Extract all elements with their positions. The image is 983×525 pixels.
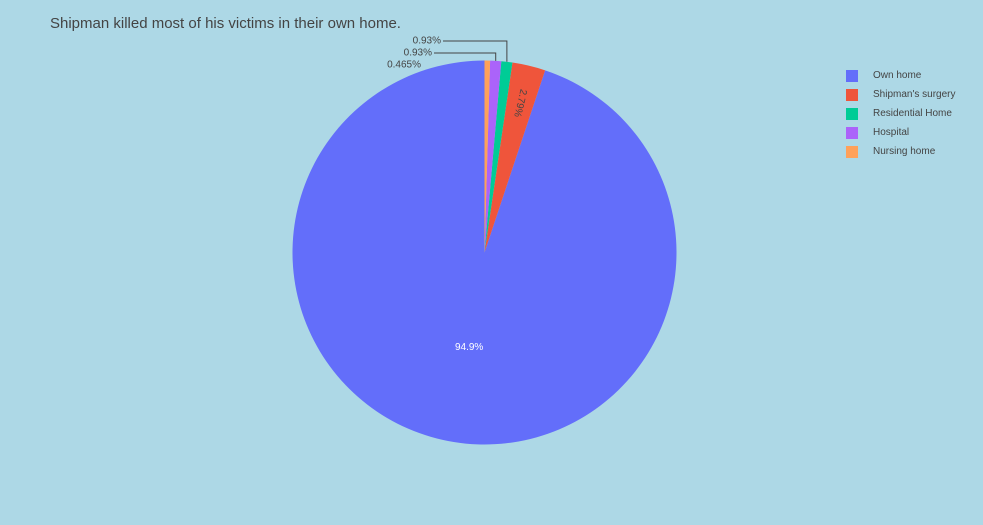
legend-swatch bbox=[846, 88, 858, 101]
legend-swatch bbox=[846, 107, 858, 120]
legend-label: Nursing home bbox=[873, 146, 936, 157]
legend-item-hospital[interactable]: Hospital bbox=[846, 123, 956, 142]
legend-label: Hospital bbox=[873, 127, 910, 138]
legend-swatch bbox=[846, 145, 858, 158]
legend-item-own-home[interactable]: Own home bbox=[846, 66, 956, 85]
legend-item-nursing-home[interactable]: Nursing home bbox=[846, 142, 956, 161]
pie-slice-shipman-s-surgery[interactable] bbox=[484, 62, 546, 253]
legend-label: Residential Home bbox=[873, 108, 952, 119]
legend-label: Shipman's surgery bbox=[873, 89, 956, 100]
pie-slice-hospital[interactable] bbox=[484, 60, 502, 253]
legend: Own home Shipman's surgery Residential Hom… bbox=[846, 66, 956, 161]
leader-line-hospital bbox=[434, 52, 497, 61]
leader-line-residential-home bbox=[443, 40, 508, 62]
slice-label-residential-home: 0.93% bbox=[413, 36, 441, 47]
pie-slice-own-home[interactable] bbox=[292, 60, 677, 445]
legend-item-shipman-s-surgery[interactable]: Shipman's surgery bbox=[846, 85, 956, 104]
pie-slice-nursing-home[interactable] bbox=[484, 60, 491, 253]
slice-label-nursing-home: 0.465% bbox=[387, 60, 421, 71]
legend-swatch bbox=[846, 69, 858, 82]
pie-slice-residential-home[interactable] bbox=[484, 61, 513, 253]
slice-label-own-home: 94.9% bbox=[455, 342, 483, 353]
slice-label-hospital: 0.93% bbox=[404, 48, 432, 59]
legend-swatch bbox=[846, 126, 858, 139]
legend-label: Own home bbox=[873, 70, 922, 81]
chart-title: Shipman killed most of his victims in th… bbox=[50, 15, 401, 32]
legend-item-residential-home[interactable]: Residential Home bbox=[846, 104, 956, 123]
